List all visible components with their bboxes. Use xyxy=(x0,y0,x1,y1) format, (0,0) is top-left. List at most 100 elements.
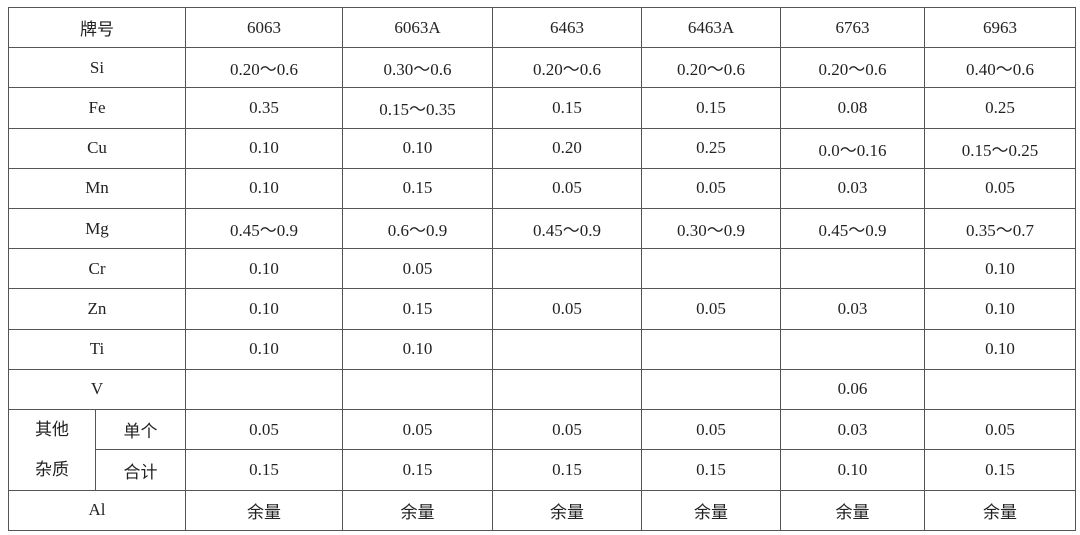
impurity-label: 合计 xyxy=(95,449,186,491)
grade-header: 6463 xyxy=(492,6,642,49)
value-cell: 0.10 xyxy=(185,127,343,169)
element-label: Ti xyxy=(8,328,186,370)
element-label: Fe xyxy=(8,87,186,129)
value-cell xyxy=(185,368,343,410)
grade-header: 6963 xyxy=(924,6,1076,49)
value-cell: 0.15 xyxy=(492,87,642,129)
value-cell: 0.03 xyxy=(780,288,925,330)
element-label: Cr xyxy=(8,248,186,290)
value-cell: 0.35 xyxy=(185,87,343,129)
value-cell: 0.05 xyxy=(492,288,642,330)
value-cell: 0.05 xyxy=(924,167,1076,209)
grade-header: 6063 xyxy=(185,6,343,49)
value-cell: 0.10 xyxy=(780,449,925,491)
element-row: Zn 0.10 0.15 0.05 0.05 0.03 0.10 xyxy=(8,288,1076,330)
value-cell xyxy=(780,248,925,290)
value-cell xyxy=(492,328,642,370)
value-cell: 余量 xyxy=(924,489,1076,532)
value-cell: 0.15 xyxy=(185,449,343,491)
row-header: 牌号 xyxy=(8,6,186,49)
value-cell: 0.10 xyxy=(924,248,1076,290)
impurity-row: 合计 0.15 0.15 0.15 0.15 0.10 0.15 xyxy=(9,449,1076,491)
value-cell xyxy=(641,368,781,410)
element-row: Fe 0.35 0.15～0.35 0.15 0.15 0.08 0.25 xyxy=(8,87,1076,129)
value-cell: 0.15～0.35 xyxy=(342,87,493,129)
value-cell: 0.05 xyxy=(641,288,781,330)
value-cell: 0.20～0.6 xyxy=(780,47,925,89)
value-cell: 0.10 xyxy=(185,248,343,290)
balance-row: Al 余量 余量 余量 余量 余量 余量 xyxy=(8,489,1076,532)
impurity-group-label: 其他 杂质 xyxy=(8,408,96,491)
value-cell: 0.05 xyxy=(641,408,781,451)
value-cell: 余量 xyxy=(641,489,781,532)
value-cell: 0.15 xyxy=(342,288,493,330)
grade-header: 6463A xyxy=(641,6,781,49)
value-cell: 0.10 xyxy=(185,167,343,209)
value-cell: 0.15 xyxy=(641,87,781,129)
value-cell: 0.30～0.6 xyxy=(342,47,493,89)
value-cell: 0.10 xyxy=(924,288,1076,330)
element-label: Cu xyxy=(8,127,186,169)
value-cell: 0.45～0.9 xyxy=(780,207,925,250)
value-cell: 0.05 xyxy=(342,248,493,290)
value-cell xyxy=(641,248,781,290)
value-cell: 0.30～0.9 xyxy=(641,207,781,250)
element-label: V xyxy=(8,368,186,410)
value-cell xyxy=(924,368,1076,410)
table-body: 牌号 6063 6063A 6463 6463A 6763 6963 Si 0.20～0.6 0.… xyxy=(8,6,1076,532)
value-cell: 0.20～0.6 xyxy=(641,47,781,89)
grade-header: 6063A xyxy=(342,6,493,49)
element-row: Cu 0.10 0.10 0.20 0.25 0.0～0.16 0.15～0.25 xyxy=(8,127,1076,169)
value-cell xyxy=(492,368,642,410)
value-cell: 0.05 xyxy=(342,408,493,451)
value-cell: 0.20～0.6 xyxy=(492,47,642,89)
value-cell: 0.20 xyxy=(492,127,642,169)
element-row: Si 0.20～0.6 0.30～0.6 0.20～0.6 0.20～0.6 0.20～0… xyxy=(8,47,1076,89)
element-label: Si xyxy=(8,47,186,89)
value-cell: 余量 xyxy=(342,489,493,532)
value-cell: 0.25 xyxy=(924,87,1076,129)
value-cell xyxy=(492,248,642,290)
element-label: Mn xyxy=(8,167,186,209)
element-label: Mg xyxy=(8,207,186,250)
value-cell: 0.10 xyxy=(342,328,493,370)
value-cell: 0.10 xyxy=(185,328,343,370)
impurity-label: 单个 xyxy=(95,408,186,451)
value-cell: 余量 xyxy=(492,489,642,532)
label-line: 杂质 xyxy=(35,459,69,479)
value-cell: 0.05 xyxy=(492,167,642,209)
value-cell: 0.45～0.9 xyxy=(185,207,343,250)
element-row: Ti 0.10 0.10 0.10 xyxy=(8,328,1076,370)
element-row: V 0.06 xyxy=(8,368,1076,410)
value-cell: 0.0～0.16 xyxy=(780,127,925,169)
value-cell: 0.40～0.6 xyxy=(924,47,1076,89)
value-cell: 0.03 xyxy=(780,408,925,451)
element-row: Mn 0.10 0.15 0.05 0.05 0.03 0.05 xyxy=(8,167,1076,209)
value-cell: 0.15～0.25 xyxy=(924,127,1076,169)
value-cell: 余量 xyxy=(780,489,925,532)
value-cell: 余量 xyxy=(185,489,343,532)
value-cell xyxy=(780,328,925,370)
value-cell: 0.10 xyxy=(924,328,1076,370)
value-cell: 0.15 xyxy=(342,449,493,491)
value-cell: 0.10 xyxy=(185,288,343,330)
value-cell: 0.05 xyxy=(641,167,781,209)
grade-header: 6763 xyxy=(780,6,925,49)
label-line: 其他 xyxy=(35,419,69,439)
impurity-row: 其他 杂质 单个 0.05 0.05 0.05 0.05 0.03 0.05 xyxy=(8,408,1076,491)
value-cell: 0.15 xyxy=(342,167,493,209)
value-cell: 0.20～0.6 xyxy=(185,47,343,89)
value-cell: 0.15 xyxy=(924,449,1076,491)
composition-table: 牌号 6063 6063A 6463 6463A 6763 6963 Si 0.20～0.6 0.… xyxy=(8,6,1076,532)
element-row: Cr 0.10 0.05 0.10 xyxy=(8,248,1076,290)
value-cell: 0.35～0.7 xyxy=(924,207,1076,250)
value-cell: 0.6～0.9 xyxy=(342,207,493,250)
element-label: Zn xyxy=(8,288,186,330)
element-row: Mg 0.45～0.9 0.6～0.9 0.45～0.9 0.30～0.9 0.45～0.… xyxy=(8,207,1076,250)
value-cell: 0.15 xyxy=(641,449,781,491)
value-cell xyxy=(342,368,493,410)
value-cell xyxy=(641,328,781,370)
header-row: 牌号 6063 6063A 6463 6463A 6763 6963 xyxy=(8,6,1076,49)
value-cell: 0.15 xyxy=(492,449,642,491)
